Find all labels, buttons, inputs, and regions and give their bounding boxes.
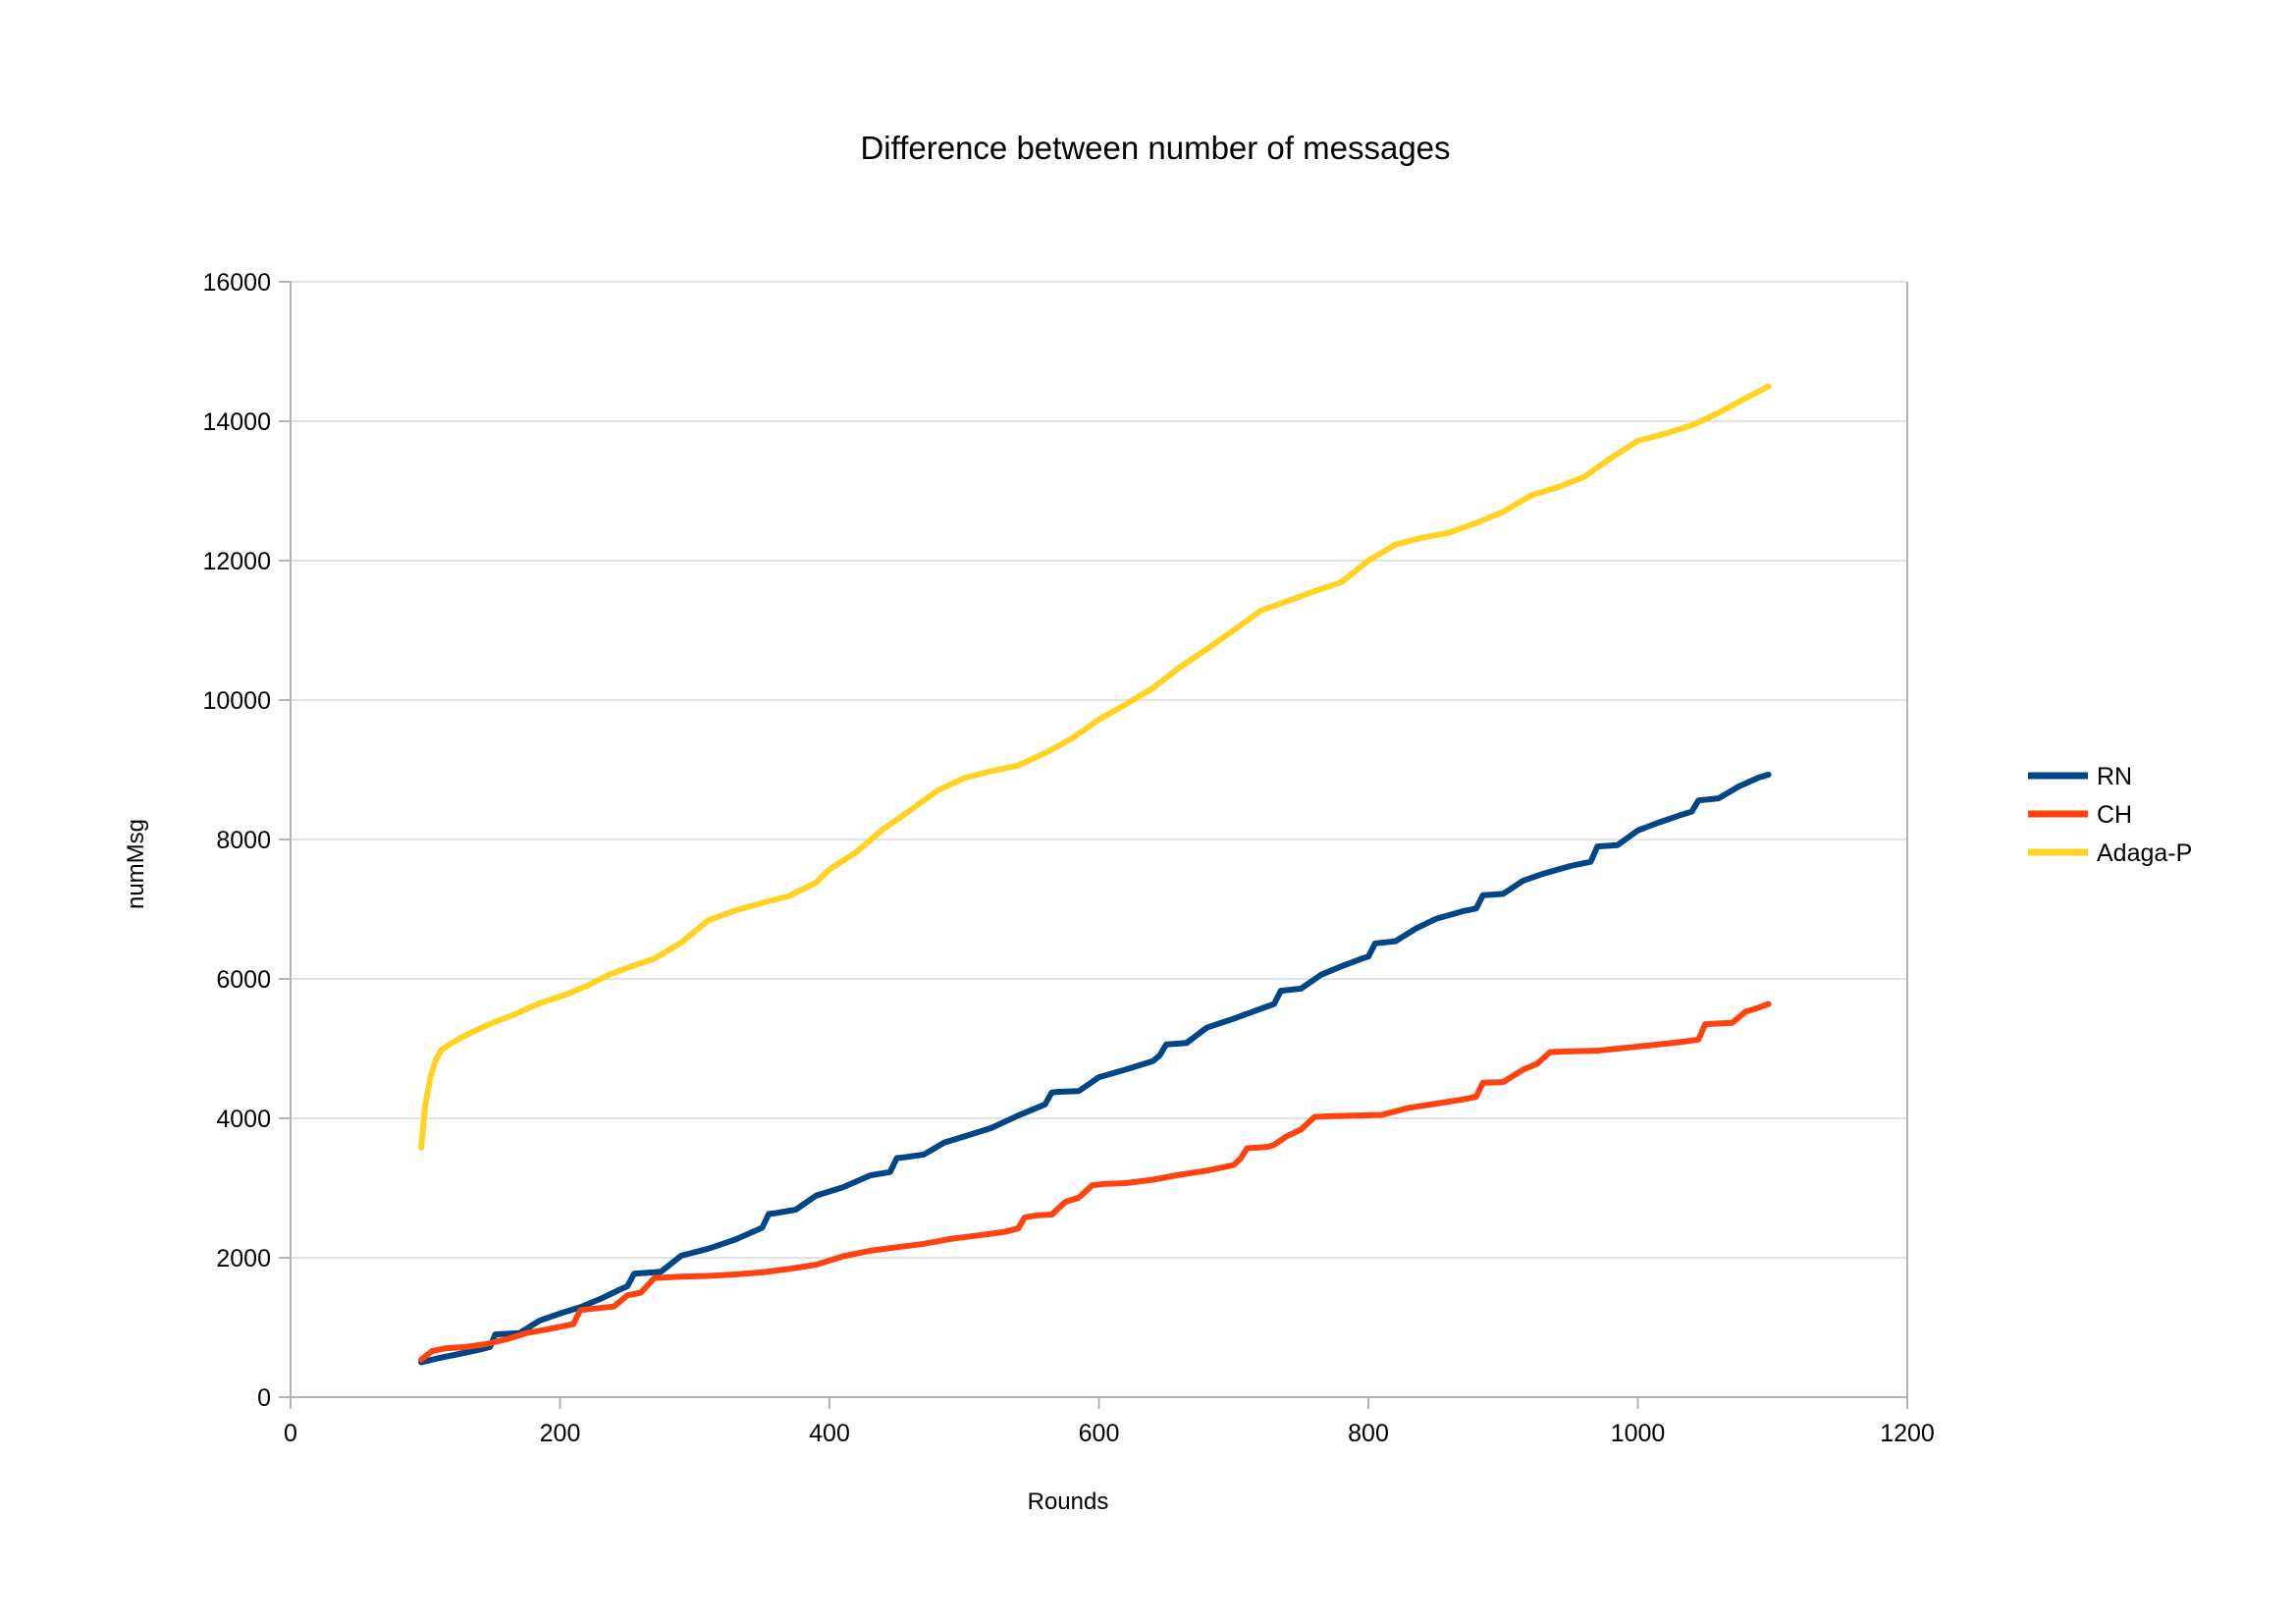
legend: RN CH Adaga-P <box>2028 763 2192 867</box>
legend-label: Adaga-P <box>2097 839 2192 867</box>
series-line-adaga-p <box>418 383 1772 1151</box>
x-axis-label: Rounds <box>1028 1488 1109 1515</box>
y-tick-label: 0 <box>257 1384 271 1412</box>
series-line-rn <box>418 772 1772 1366</box>
y-tick-label: 16000 <box>202 269 271 297</box>
y-axis-label: numMsg <box>123 819 149 909</box>
y-tick-label: 4000 <box>216 1106 271 1133</box>
legend-item: Adaga-P <box>2028 839 2192 867</box>
legend-item: RN <box>2028 763 2132 790</box>
x-tick-label: 800 <box>1348 1420 1389 1447</box>
legend-label: RN <box>2097 763 2132 790</box>
x-tick-label: 600 <box>1079 1420 1120 1447</box>
x-tick-label: 400 <box>809 1420 850 1447</box>
series-line-ch <box>418 1001 1772 1363</box>
x-tick-label: 200 <box>540 1420 581 1447</box>
y-tick-label: 10000 <box>202 687 271 715</box>
y-tick-label: 12000 <box>202 548 271 575</box>
y-tick-label: 6000 <box>216 966 271 994</box>
x-axis-ticks: 0 200 400 600 800 1000 1200 <box>284 1397 1935 1447</box>
series-lines <box>418 383 1772 1366</box>
y-tick-label: 2000 <box>216 1245 271 1272</box>
legend-label: CH <box>2097 801 2132 829</box>
x-tick-label: 0 <box>284 1420 297 1447</box>
gridlines <box>291 281 1907 1398</box>
legend-item: CH <box>2028 801 2132 829</box>
x-tick-label: 1000 <box>1611 1420 1666 1447</box>
y-tick-label: 8000 <box>216 827 271 854</box>
chart-title: Difference between number of messages <box>860 130 1450 166</box>
y-tick-label: 14000 <box>202 408 271 436</box>
y-axis-ticks: 0 2000 4000 6000 8000 10000 12000 14000 16000 <box>202 269 291 1412</box>
x-tick-label: 1200 <box>1880 1420 1935 1447</box>
